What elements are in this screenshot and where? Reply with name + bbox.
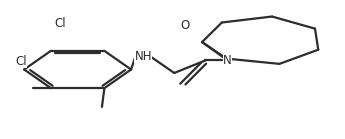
Text: Cl: Cl <box>16 55 27 68</box>
Text: NH: NH <box>135 50 152 63</box>
Text: O: O <box>180 18 189 32</box>
Text: N: N <box>223 54 232 67</box>
Text: Cl: Cl <box>55 17 66 30</box>
